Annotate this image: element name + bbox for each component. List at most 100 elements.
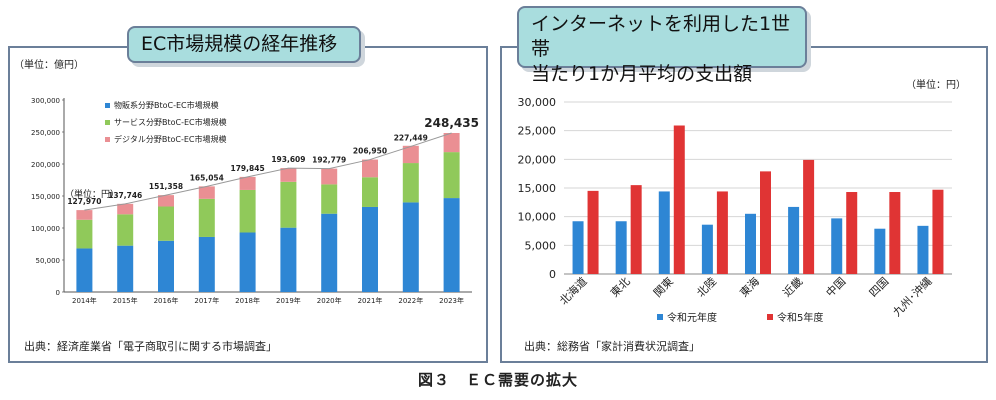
right-bar xyxy=(615,221,627,274)
left-total-label: 193,609 xyxy=(271,155,305,164)
right-bar xyxy=(587,190,599,274)
left-bar-segment xyxy=(402,145,419,164)
left-bar-segment xyxy=(198,236,215,292)
left-y-tick-label: 150,000 xyxy=(31,193,60,201)
right-x-tick-label: 東北 xyxy=(608,275,633,300)
left-bar-segment xyxy=(198,198,215,237)
left-bar-segment xyxy=(362,159,378,178)
left-bar-segment xyxy=(280,168,297,182)
left-bar-segment xyxy=(321,168,338,185)
left-bar-segment xyxy=(117,214,134,246)
left-bar-segment xyxy=(158,195,174,207)
left-legend-swatch xyxy=(105,103,110,108)
left-x-tick-label: 2022年 xyxy=(398,296,423,305)
left-bar-segment xyxy=(239,232,256,292)
left-legend-label: サービス分野BtoC-EC市場規模 xyxy=(114,117,227,127)
left-bar-segment xyxy=(280,227,297,292)
left-bar-segment xyxy=(239,176,256,190)
right-legend-swatch xyxy=(657,314,663,320)
right-bar xyxy=(889,192,901,274)
left-total-line xyxy=(84,132,452,211)
left-x-tick-label: 2016年 xyxy=(154,296,179,305)
left-bar-segment xyxy=(443,152,460,199)
left-x-tick-label: 2015年 xyxy=(113,296,138,305)
left-x-tick-label: 2018年 xyxy=(235,296,260,305)
right-bar xyxy=(701,224,713,274)
left-overlay-unit-label: （単位：円） xyxy=(65,188,119,200)
right-y-tick-label: 0 xyxy=(549,268,556,281)
figure-caption: 図３ ＥＣ需要の拡大 xyxy=(417,371,578,389)
right-bar xyxy=(572,221,584,274)
right-x-tick-label: 東海 xyxy=(737,274,762,299)
left-x-tick-label: 2017年 xyxy=(194,296,219,305)
left-total-label: 248,435 xyxy=(424,116,479,130)
left-bar-segment xyxy=(402,163,419,203)
left-unit-label: （単位：億円） xyxy=(14,58,84,71)
left-x-tick-label: 2023年 xyxy=(439,296,464,305)
left-y-tick-label: 300,000 xyxy=(31,97,60,105)
right-x-tick-label: 四国 xyxy=(867,275,892,300)
right-x-tick-label: 北海道 xyxy=(556,274,589,307)
left-bar-segment xyxy=(198,186,215,199)
right-bar xyxy=(932,189,944,274)
left-total-label: 192,779 xyxy=(312,156,346,165)
right-y-tick-label: 5,000 xyxy=(525,239,557,252)
left-total-label: 165,054 xyxy=(190,173,224,182)
left-total-label: 127,970 xyxy=(67,197,101,206)
right-y-tick-label: 20,000 xyxy=(518,153,557,166)
left-bar-segment xyxy=(239,189,256,233)
left-total-label: 227,449 xyxy=(394,133,428,142)
right-x-tick-label: 九州･沖縄 xyxy=(890,274,935,319)
right-legend-label: 令和5年度 xyxy=(777,311,823,324)
left-bar-segment xyxy=(362,206,378,292)
right-bar xyxy=(745,213,756,274)
left-bar-segment xyxy=(321,184,338,214)
right-x-tick-label: 関東 xyxy=(651,275,676,300)
right-chart-panel: （単位：円） 0 5,000 10,000 15,000 20,000 25,000 30,0… xyxy=(500,46,988,363)
left-bar-segment xyxy=(76,210,93,220)
left-bar-segment xyxy=(443,198,460,292)
right-x-tick-label: 近畿 xyxy=(780,274,805,299)
left-y-tick-label: 0 xyxy=(56,289,60,297)
left-bar-segment xyxy=(443,133,460,153)
left-chart-panel: （単位：億円） 0 50,000 100,000 150,000 200,000 250,0… xyxy=(8,46,488,363)
left-bar-segment xyxy=(402,202,419,292)
left-bar-segment xyxy=(321,213,338,292)
right-legend-swatch xyxy=(767,314,773,320)
right-y-tick-label: 15,000 xyxy=(518,182,557,195)
left-legend-label: 物販系分野BtoC-EC市場規模 xyxy=(114,100,219,110)
right-chart-title-line2: 当たり1か月平均の支出額 xyxy=(531,63,753,85)
left-y-tick-label: 250,000 xyxy=(31,129,60,137)
right-bar xyxy=(831,218,843,274)
left-x-tick-label: 2014年 xyxy=(72,296,97,305)
left-total-label: 151,358 xyxy=(149,182,183,191)
left-chart-title: EC市場規模の経年推移 xyxy=(127,26,361,63)
left-x-tick-label: 2019年 xyxy=(276,296,301,305)
right-bar xyxy=(874,228,886,274)
right-y-tick-label: 10,000 xyxy=(518,211,557,224)
right-chart-svg: （単位：円） 0 5,000 10,000 15,000 20,000 25,000 30,0… xyxy=(518,78,967,324)
right-y-tick-label: 30,000 xyxy=(518,96,557,109)
right-y-tick-label: 25,000 xyxy=(518,125,557,138)
right-bar xyxy=(630,185,642,274)
right-chart-title-line1: インターネットを利用した1世帯 xyxy=(531,13,791,60)
left-total-label: 206,950 xyxy=(353,147,387,156)
left-y-tick-label: 50,000 xyxy=(36,257,61,265)
right-bar xyxy=(716,191,728,274)
left-bar-segment xyxy=(158,240,174,292)
left-chart-svg: （単位：億円） 0 50,000 100,000 150,000 200,000 250,0… xyxy=(14,58,479,305)
left-bar-segment xyxy=(158,206,174,241)
left-y-tick-label: 100,000 xyxy=(31,225,60,233)
left-x-tick-label: 2021年 xyxy=(358,296,383,305)
right-bar xyxy=(803,159,815,274)
right-unit-label: （単位：円） xyxy=(906,78,966,91)
left-source-text: 出典：経済産業省「電子商取引に関する市場調査」 xyxy=(24,340,277,353)
right-bar xyxy=(846,192,858,274)
left-x-tick-label: 2020年 xyxy=(317,296,342,305)
left-legend-swatch xyxy=(105,120,110,125)
left-total-label: 137,746 xyxy=(108,191,142,200)
right-source-text: 出典：総務省「家計消費状況調査」 xyxy=(524,340,700,353)
left-bar-segment xyxy=(280,181,297,228)
right-x-tick-label: 中国 xyxy=(824,275,849,300)
right-bar xyxy=(760,171,771,274)
